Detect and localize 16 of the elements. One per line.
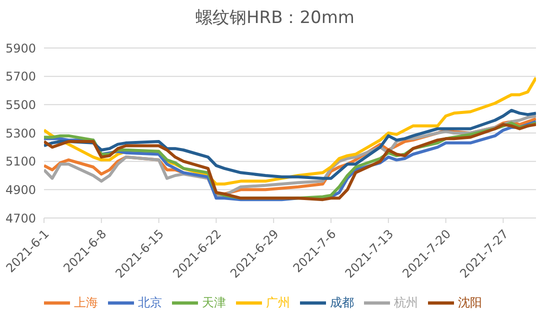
y-tick-label: 5300 bbox=[5, 126, 36, 140]
legend-label: 沈阳 bbox=[458, 295, 482, 310]
y-tick-label: 5900 bbox=[5, 41, 36, 56]
y-tick-label: 4700 bbox=[5, 211, 36, 226]
legend-label: 成都 bbox=[330, 295, 354, 310]
legend-label: 天津 bbox=[202, 295, 226, 310]
line-series bbox=[44, 108, 536, 180]
legend-label: 北京 bbox=[138, 295, 162, 310]
y-tick-label: 5700 bbox=[5, 70, 36, 84]
legend-label: 广州 bbox=[266, 295, 290, 310]
legend-label: 上海 bbox=[74, 295, 98, 310]
legend-label: 杭州 bbox=[394, 295, 418, 310]
y-tick-label: 5100 bbox=[5, 154, 36, 169]
y-tick-label: 4900 bbox=[5, 182, 36, 197]
chart-title: 螺纹钢HRB：20mm bbox=[194, 7, 356, 29]
y-tick-label: 5500 bbox=[5, 98, 36, 112]
